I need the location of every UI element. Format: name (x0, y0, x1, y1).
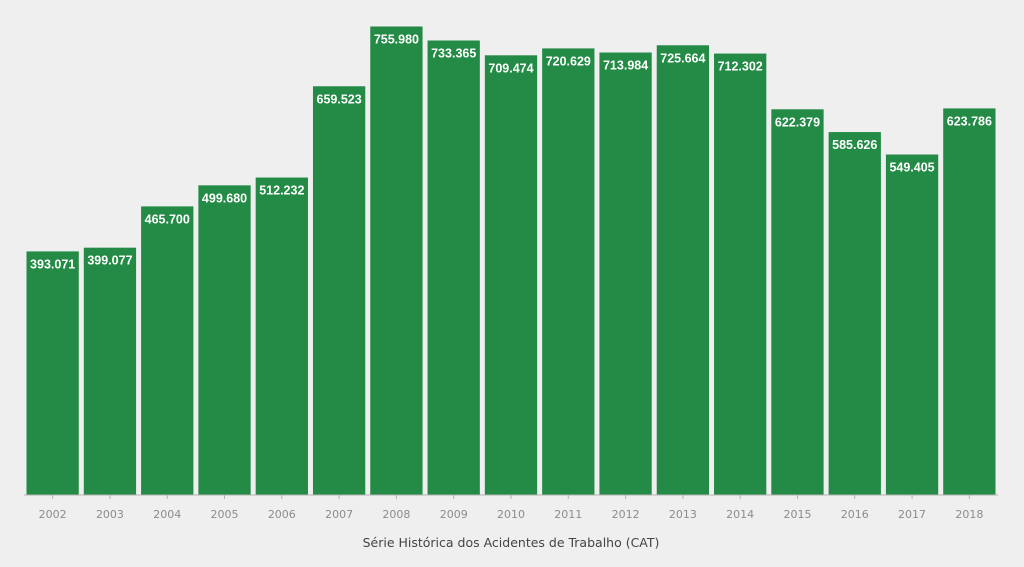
x-tick-label-2011: 2011 (554, 508, 582, 521)
x-tick-label-2016: 2016 (841, 508, 869, 521)
bar-2006 (255, 177, 308, 496)
bar-2015 (771, 109, 824, 495)
x-tick-label-2007: 2007 (325, 508, 353, 521)
x-tick-label-2010: 2010 (497, 508, 525, 521)
bar-2010 (484, 55, 538, 496)
bar-2003 (83, 247, 137, 495)
bar-value-label-2013: 725.664 (660, 51, 705, 65)
x-tick-label-2005: 2005 (211, 508, 239, 521)
x-tick-label-2004: 2004 (153, 508, 181, 521)
x-tick-labels-layer: 2002 2003 2004 2005 2006 2007 2008 2009 2010 2011… (39, 495, 983, 521)
bar-value-label-2015: 622.379 (775, 115, 820, 129)
x-tick-label-2018: 2018 (955, 508, 983, 521)
bar-value-label-2018: 623.786 (947, 114, 992, 128)
bar-value-label-2002: 393.071 (30, 257, 75, 271)
bar-2012 (599, 52, 652, 496)
bar-2007 (312, 86, 366, 496)
x-tick-label-2003: 2003 (96, 508, 124, 521)
bar-value-label-2008: 755.980 (374, 32, 419, 46)
x-tick-label-2015: 2015 (783, 508, 811, 521)
bar-value-label-2006: 512.232 (259, 184, 304, 198)
bar-2002 (26, 251, 79, 495)
bar-value-label-2014: 712.302 (718, 60, 763, 74)
x-tick-label-2017: 2017 (898, 508, 926, 521)
bar-value-label-2011: 720.629 (546, 54, 591, 68)
x-axis-title: Série Histórica dos Acidentes de Trabalh… (363, 535, 660, 550)
bar-2004 (141, 206, 194, 495)
bar-2008 (370, 26, 423, 496)
bar-2011 (542, 48, 595, 496)
bar-2016 (828, 132, 881, 495)
value-labels-layer: 393.071 399.077 465.700 499.680 512.232 659.5… (30, 32, 992, 271)
x-tick-label-2009: 2009 (440, 508, 468, 521)
bar-value-label-2009: 733.365 (431, 47, 476, 61)
bar-2013 (656, 45, 710, 495)
x-tick-label-2012: 2012 (612, 508, 640, 521)
bar-value-label-2004: 465.700 (145, 212, 190, 226)
bar-value-label-2016: 585.626 (832, 138, 877, 152)
x-tick-label-2006: 2006 (268, 508, 296, 521)
bar-value-label-2012: 713.984 (603, 59, 648, 73)
x-tick-label-2013: 2013 (669, 508, 697, 521)
bar-2017 (885, 154, 939, 495)
bar-value-label-2005: 499.680 (202, 191, 247, 205)
bar-2009 (427, 40, 480, 495)
bar-2018 (943, 108, 996, 496)
bar-value-label-2010: 709.474 (488, 61, 533, 75)
bar-2005 (198, 185, 251, 495)
x-tick-label-2002: 2002 (39, 508, 67, 521)
bar-2014 (714, 53, 767, 496)
bar-value-label-2003: 399.077 (87, 254, 132, 268)
bars-layer (26, 26, 996, 496)
bar-value-label-2007: 659.523 (317, 92, 362, 106)
x-tick-label-2008: 2008 (382, 508, 410, 521)
bar-value-label-2017: 549.405 (889, 161, 934, 175)
x-tick-label-2014: 2014 (726, 508, 754, 521)
